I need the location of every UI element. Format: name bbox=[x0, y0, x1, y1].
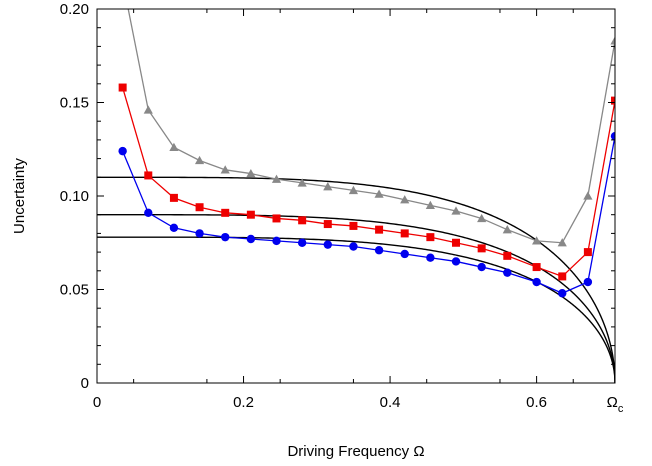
x-tick-label: 0.2 bbox=[233, 394, 254, 411]
data-point bbox=[503, 268, 512, 277]
x-tick-label: 0.4 bbox=[380, 394, 401, 411]
data-point bbox=[583, 191, 593, 200]
data-point bbox=[194, 155, 205, 165]
data-point bbox=[426, 253, 435, 262]
data-point bbox=[611, 96, 615, 105]
data-point bbox=[118, 146, 127, 156]
data-point bbox=[118, 83, 127, 92]
data-point bbox=[374, 246, 384, 255]
series-line bbox=[122, 136, 615, 294]
data-point bbox=[400, 195, 410, 204]
x-tick-label: 0 bbox=[93, 394, 101, 411]
data-point bbox=[426, 233, 435, 242]
y-tick-label: 0.15 bbox=[60, 95, 89, 112]
data-point bbox=[610, 36, 615, 45]
axis-ticks bbox=[97, 9, 615, 383]
data-point bbox=[375, 225, 384, 234]
data-point bbox=[451, 257, 461, 266]
data-point bbox=[477, 262, 486, 272]
data-point bbox=[451, 206, 461, 215]
data-point bbox=[348, 185, 359, 195]
data-point bbox=[502, 225, 512, 234]
y-tick-label: 0.20 bbox=[60, 1, 89, 18]
series-square bbox=[118, 83, 615, 281]
data-point bbox=[583, 277, 593, 287]
data-point bbox=[272, 236, 281, 246]
data-point bbox=[557, 238, 567, 247]
data-point bbox=[195, 203, 204, 212]
data-point bbox=[271, 174, 282, 183]
data-point bbox=[144, 171, 153, 180]
data-point bbox=[349, 221, 358, 230]
data-point bbox=[169, 142, 179, 152]
tick-labels: 0 0.2 0.4 0.6 Ωc 0 0.05 0.10 0.15 0.20 bbox=[60, 1, 624, 415]
theory-curves bbox=[97, 176, 615, 383]
x-tick-label: 0.6 bbox=[526, 394, 547, 411]
data-point bbox=[298, 216, 307, 225]
data-point bbox=[477, 244, 486, 253]
data-point bbox=[323, 182, 333, 191]
data-point bbox=[532, 236, 542, 245]
data-point bbox=[323, 240, 332, 249]
data-point bbox=[532, 263, 541, 272]
series-line bbox=[122, 87, 615, 278]
data-point bbox=[143, 105, 153, 114]
data-point bbox=[195, 229, 204, 238]
theory-curve bbox=[97, 214, 615, 383]
data-point bbox=[425, 200, 435, 210]
series-line bbox=[127, 9, 615, 244]
x-tick-label: Ωc bbox=[607, 394, 624, 415]
data-point bbox=[374, 189, 384, 198]
data-point bbox=[349, 242, 358, 251]
data-point bbox=[558, 289, 567, 298]
y-tick-label: 0.05 bbox=[60, 282, 89, 299]
data-point bbox=[221, 208, 230, 217]
data-point bbox=[323, 220, 332, 229]
theory-curve bbox=[97, 236, 615, 383]
data-point bbox=[610, 131, 615, 141]
data-point bbox=[297, 178, 307, 187]
data-point bbox=[452, 238, 461, 247]
data-point bbox=[558, 272, 567, 281]
series-triangle bbox=[127, 9, 615, 247]
theory-curve bbox=[97, 176, 615, 383]
data-point bbox=[477, 213, 487, 223]
data-point bbox=[400, 229, 409, 238]
y-tick-label: 0 bbox=[81, 375, 89, 392]
data-point bbox=[169, 223, 179, 232]
series-circle bbox=[118, 131, 615, 298]
data-point bbox=[583, 248, 592, 257]
data-point bbox=[220, 165, 230, 174]
data-point bbox=[532, 277, 541, 287]
data-point bbox=[144, 208, 153, 218]
data-point bbox=[221, 232, 230, 242]
data-point bbox=[169, 193, 178, 202]
data-point bbox=[246, 168, 256, 178]
data-point bbox=[246, 210, 255, 219]
data-point bbox=[272, 214, 281, 223]
x-axis-label: Driving Frequency Ω bbox=[287, 443, 424, 460]
data-point bbox=[297, 238, 307, 247]
data-series bbox=[118, 9, 615, 298]
data-point bbox=[400, 249, 409, 259]
data-point bbox=[503, 251, 512, 260]
data-point bbox=[246, 234, 256, 244]
y-axis-label: Uncertainty bbox=[11, 158, 28, 234]
y-tick-label: 0.10 bbox=[60, 188, 89, 205]
